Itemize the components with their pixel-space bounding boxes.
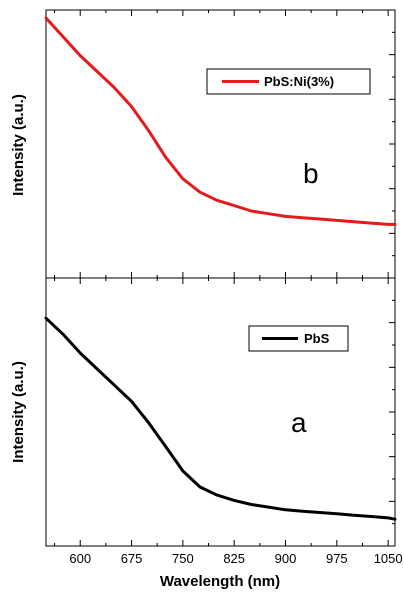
x-tick-label: 600: [69, 551, 91, 566]
x-tick-label: 900: [275, 551, 297, 566]
annotation-a: a: [291, 407, 307, 438]
annotation-b: b: [303, 158, 319, 189]
panel-bottom-x-ticks: [54, 278, 389, 546]
legend-bottom: PbS: [248, 325, 349, 352]
panel-bottom-y-ticks: [389, 277, 395, 547]
legend-top: PbS:Ni(3%): [206, 68, 371, 95]
panel-top-y-ticks: [389, 9, 395, 279]
legend-bottom-label: PbS: [304, 331, 330, 346]
legend-top-label: PbS:Ni(3%): [264, 74, 334, 89]
legend-top-box: [206, 68, 371, 95]
y-axis-label-bottom: Intensity (a.u.): [10, 361, 27, 463]
panel-bottom: 600 675 750 825 900 975 1050 PbS a Intensity (…: [10, 277, 403, 566]
series-line-pbs-ni: [44, 16, 397, 226]
x-tick-label: 975: [326, 551, 348, 566]
panel-top-frame: [45, 9, 396, 279]
x-tick-label: 675: [121, 551, 143, 566]
panel-top-x-ticks: [54, 10, 389, 278]
x-tick-label: 750: [172, 551, 194, 566]
panel-top: PbS:Ni(3%) b Intensity (a.u.): [10, 9, 397, 279]
x-tick-label: 825: [223, 551, 245, 566]
x-tick-labels: 600 675 750 825 900 975 1050: [69, 551, 402, 566]
y-axis-label-top: Intensity (a.u.): [10, 94, 27, 196]
series-line-pbs: [44, 316, 397, 521]
panel-bottom-frame: [45, 277, 396, 547]
x-axis-label: Wavelength (nm): [160, 573, 280, 590]
x-tick-label: 1050: [374, 551, 403, 566]
